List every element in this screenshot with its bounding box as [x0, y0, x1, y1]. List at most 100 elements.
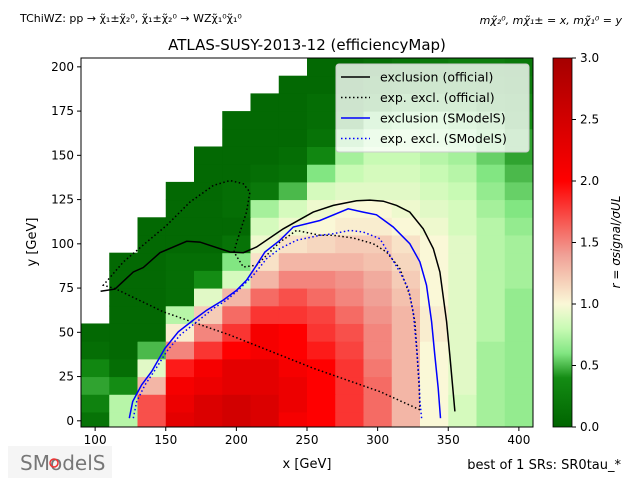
- heatmap-cell: [363, 252, 393, 271]
- heatmap-cell: [194, 217, 223, 236]
- heatmap-cell: [165, 199, 195, 218]
- heatmap-cell: [476, 217, 506, 236]
- colorbar-tick-label: 1.0: [580, 297, 599, 311]
- heatmap-cell: [476, 199, 506, 218]
- heatmap-cell: [420, 305, 449, 324]
- heatmap-cell: [391, 376, 421, 395]
- heatmap-cell: [363, 341, 393, 360]
- heatmap-cell: [307, 75, 336, 94]
- y-axis-ticks: 0 25 50 75 100 125 150 175 200: [51, 60, 81, 428]
- heatmap-cell: [250, 411, 280, 428]
- heatmap-cell: [250, 217, 280, 236]
- heatmap-cell: [391, 199, 421, 218]
- heatmap-cell: [250, 394, 280, 413]
- heatmap-cell: [363, 217, 393, 236]
- heatmap-cell: [194, 199, 223, 218]
- heatmap-cell: [448, 252, 477, 271]
- heatmap-cell: [448, 358, 477, 378]
- heatmap-cell: [363, 358, 393, 378]
- heatmap-cell: [504, 394, 534, 413]
- heatmap-cell: [307, 234, 336, 254]
- heatmap-cell: [391, 181, 421, 201]
- heatmap-cell: [307, 93, 336, 112]
- heatmap-cell: [504, 411, 534, 428]
- y-tick-label: 175: [51, 104, 74, 118]
- colorbar-tick-label: 0.0: [580, 420, 599, 434]
- heatmap-cell: [420, 217, 449, 236]
- y-tick-label: 0: [66, 414, 74, 428]
- y-axis-label: y [GeV]: [25, 218, 40, 267]
- heatmap-cell: [194, 146, 223, 165]
- heatmap-cell: [307, 394, 336, 413]
- heatmap-cell: [448, 411, 477, 428]
- heatmap-cell: [137, 217, 167, 236]
- heatmap-cell: [278, 358, 308, 378]
- heatmap-cell: [278, 128, 308, 147]
- colorbar-tick-label: 3.0: [580, 51, 599, 65]
- heatmap-cell: [165, 181, 195, 201]
- heatmap-cell: [476, 394, 506, 413]
- heatmap-cell: [391, 252, 421, 271]
- heatmap-cell: [250, 146, 280, 165]
- series-line: [100, 199, 456, 412]
- heatmap-cell: [109, 394, 138, 413]
- heatmap-cell: [420, 411, 449, 428]
- heatmap-cell: [194, 181, 223, 201]
- mass-assignment-label: mχ̃₂⁰, mχ̃₁± = x, mχ̃₁⁰ = y: [480, 14, 623, 27]
- heatmap-cell: [307, 111, 336, 130]
- colorbar-tick-label: 2.5: [580, 113, 599, 127]
- heatmap-cell: [307, 305, 336, 324]
- heatmap-cell: [335, 217, 364, 236]
- heatmap-cell: [165, 288, 195, 307]
- heatmap-cell: [307, 288, 336, 307]
- colorbar-ticks: 0.0 0.5 1.0 1.5 2.0 2.5 3.0: [572, 51, 599, 434]
- heatmap-cell: [363, 164, 393, 183]
- heatmap-cell: [278, 394, 308, 413]
- colorbar-tick-label: 0.5: [580, 359, 599, 373]
- heatmap-cell: [194, 341, 223, 360]
- heatmap-cell: [476, 164, 506, 183]
- heatmap-cell: [335, 376, 364, 395]
- heatmap-cell: [222, 252, 251, 271]
- heatmap-cell: [222, 181, 251, 201]
- heatmap-cell: [448, 288, 477, 307]
- heatmap-cell: [194, 323, 223, 342]
- heatmap-cell: [363, 411, 393, 428]
- heatmap-cell: [250, 288, 280, 307]
- exclusion-curves: [100, 179, 456, 419]
- heatmap-cell: [504, 358, 534, 378]
- heatmap-cell: [222, 217, 251, 236]
- heatmap-cell: [165, 270, 195, 289]
- heatmap-cell: [278, 376, 308, 395]
- heatmap-cell: [307, 58, 336, 77]
- heatmap-cell: [448, 164, 477, 183]
- heatmap-cell: [420, 164, 449, 183]
- heatmap-cell: [222, 199, 251, 218]
- heatmap-cell: [504, 199, 534, 218]
- heatmap-cell: [165, 341, 195, 360]
- heatmap-cell: [278, 270, 308, 289]
- heatmap-cell: [307, 164, 336, 183]
- heatmap-cell: [476, 252, 506, 271]
- heatmap-cell: [278, 75, 308, 94]
- heatmap-cell: [194, 164, 223, 183]
- heatmap-cell: [165, 323, 195, 342]
- heatmap-cell: [81, 394, 110, 413]
- heatmap-cell: [165, 305, 195, 324]
- heatmap-cell: [476, 270, 506, 289]
- heatmap-cell: [391, 394, 421, 413]
- heatmap-cell: [448, 199, 477, 218]
- heatmap-cell: [504, 164, 534, 183]
- x-axis-ticks: 100 150 200 250 300 350 400: [84, 427, 530, 447]
- heatmap-cell: [391, 288, 421, 307]
- y-tick-label: 75: [59, 281, 74, 295]
- heatmap-cell: [109, 288, 138, 307]
- heatmap-cell: [307, 181, 336, 201]
- heatmap-cell: [250, 93, 280, 112]
- heatmap-cell: [278, 181, 308, 201]
- heatmap-cell: [250, 323, 280, 342]
- heatmap-cell: [109, 252, 138, 271]
- heatmap-cell: [250, 376, 280, 395]
- heatmap-cell: [109, 323, 138, 342]
- heatmap-cell: [448, 181, 477, 201]
